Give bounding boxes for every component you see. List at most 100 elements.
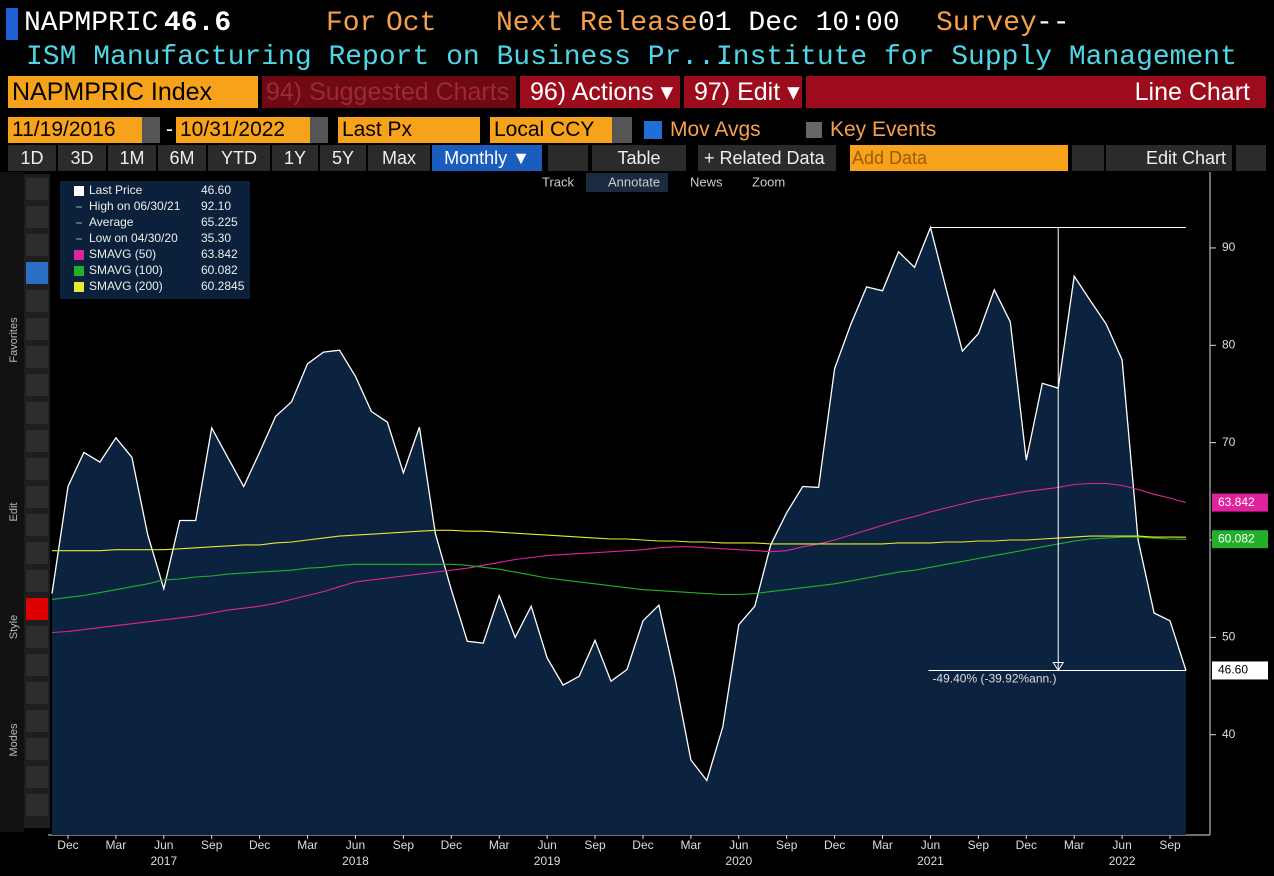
key-events-label: Key Events	[830, 118, 937, 141]
dropdown-arrow[interactable]	[612, 117, 632, 143]
tool-highlight	[586, 173, 668, 192]
sidebar-icon[interactable]	[26, 374, 48, 396]
edit-chart-button[interactable]: Edit Chart	[1106, 145, 1232, 171]
sidebar-icon[interactable]	[26, 794, 48, 816]
sidebar-icon[interactable]	[26, 430, 48, 452]
range-button[interactable]: 3D	[58, 145, 106, 171]
area	[52, 227, 1186, 835]
period: Oct	[386, 8, 437, 39]
mov-avgs-checkbox[interactable]	[644, 121, 662, 139]
x-tick-label: Sep	[393, 838, 415, 852]
sidebar-section: Edit	[8, 503, 20, 522]
x-tick-label: Mar	[489, 838, 510, 852]
sidebar-icon[interactable]	[26, 262, 48, 284]
range-button[interactable]: 6M	[158, 145, 206, 171]
sidebar-icon[interactable]	[26, 682, 48, 704]
sidebar-icon[interactable]	[26, 710, 48, 732]
sidebar-icon[interactable]	[26, 234, 48, 256]
sidebar-icon[interactable]	[26, 626, 48, 648]
survey: --	[1036, 8, 1070, 39]
date-dash: -	[166, 118, 173, 141]
legend-label: High on 06/30/21	[89, 199, 181, 213]
range-button[interactable]: 1Y	[272, 145, 318, 171]
measure-arrow	[1052, 661, 1065, 672]
line	[51, 225, 1187, 782]
collapse-button[interactable]	[1072, 145, 1104, 171]
x-tick-label: Sep	[1159, 838, 1181, 852]
x-year-label: 2017	[150, 854, 177, 868]
related-data-button[interactable]: + Related Data	[698, 145, 836, 171]
security-field[interactable]: NAPMPRIC Index	[8, 76, 258, 108]
sidebar-icon[interactable]	[26, 654, 48, 676]
period-select[interactable]: Monthly ▼	[432, 145, 542, 171]
table-button[interactable]: Table	[592, 145, 686, 171]
range-button[interactable]: 5Y	[320, 145, 366, 171]
x-tick-label: Mar	[872, 838, 893, 852]
x-tick-label: Dec	[824, 838, 845, 852]
sidebar-icon[interactable]	[26, 738, 48, 760]
line	[51, 482, 1187, 634]
end-date[interactable]: 10/31/2022	[176, 117, 310, 143]
axis-tag-label: 60.082	[1218, 531, 1255, 545]
edit-menu[interactable]: 97) Edit ▾	[684, 76, 802, 108]
sidebar-icon[interactable]	[26, 766, 48, 788]
x-year-label: 2021	[917, 854, 944, 868]
legend-swatch	[74, 186, 84, 196]
legend-box	[60, 181, 250, 299]
y-tick-label: 40	[1222, 727, 1236, 741]
legend-value: 63.842	[201, 247, 238, 261]
add-data-field[interactable]: Add Data	[850, 145, 1068, 171]
start-date[interactable]: 11/19/2016	[8, 117, 142, 143]
sidebar-icon[interactable]	[26, 178, 48, 200]
sidebar-icon[interactable]	[26, 290, 48, 312]
description: ISM Manufacturing Report on Business Pr.…	[26, 42, 732, 73]
x-tick-label: Dec	[1016, 838, 1037, 852]
sidebar-icon[interactable]	[26, 514, 48, 536]
legend-value: 60.2845	[201, 279, 245, 293]
x-tick-label: Jun	[921, 838, 940, 852]
for-label: For	[326, 8, 377, 39]
chart-style-button[interactable]	[548, 145, 588, 171]
calendar-icon[interactable]	[310, 117, 328, 143]
sidebar-icon[interactable]	[26, 402, 48, 424]
actions-menu[interactable]: 96) Actions ▾	[520, 76, 680, 108]
x-tick-label: Dec	[249, 838, 270, 852]
sidebar-icon[interactable]	[26, 318, 48, 340]
range-button[interactable]: 1D	[8, 145, 56, 171]
sidebar-icon[interactable]	[26, 346, 48, 368]
sidebar-icon[interactable]	[26, 542, 48, 564]
mov-avgs-label: Mov Avgs	[670, 118, 761, 141]
sidebar-icon[interactable]	[26, 570, 48, 592]
annotation: -49.40% (-39.92%ann.)	[932, 672, 1056, 686]
legend-label: Low on 04/30/20	[89, 231, 178, 245]
legend-label: Last Price	[89, 183, 143, 197]
range-button[interactable]: Max	[368, 145, 430, 171]
x-year-label: 2020	[725, 854, 752, 868]
sidebar-icon[interactable]	[26, 486, 48, 508]
legend-label: SMAVG (100)	[89, 263, 163, 277]
axis-tag	[1212, 661, 1268, 680]
x-year-label: 2018	[342, 854, 369, 868]
ticker-marker	[6, 8, 18, 40]
x-tick-label: Dec	[57, 838, 78, 852]
range-button[interactable]: YTD	[208, 145, 270, 171]
plot	[52, 227, 1186, 835]
currency-select[interactable]: Local CCY	[490, 117, 612, 143]
range-button[interactable]: 1M	[108, 145, 156, 171]
calendar-icon[interactable]	[142, 117, 160, 143]
settings-button[interactable]	[1236, 145, 1266, 171]
sidebar-icon[interactable]	[26, 458, 48, 480]
x-tick-label: Jun	[154, 838, 173, 852]
sidebar-icon[interactable]	[26, 598, 48, 620]
source: Institute for Supply Management	[716, 42, 1237, 73]
key-events-checkbox[interactable]	[806, 122, 822, 138]
suggested-charts[interactable]: 94) Suggested Charts	[262, 76, 516, 108]
chart-type: Line Chart	[806, 76, 1266, 108]
legend-value: 65.225	[201, 215, 238, 229]
line	[51, 536, 1187, 600]
field-select[interactable]: Last Px	[338, 117, 480, 143]
x-tick-label: Mar	[681, 838, 702, 852]
x-tick-label: Dec	[632, 838, 653, 852]
sidebar-icon[interactable]	[26, 206, 48, 228]
